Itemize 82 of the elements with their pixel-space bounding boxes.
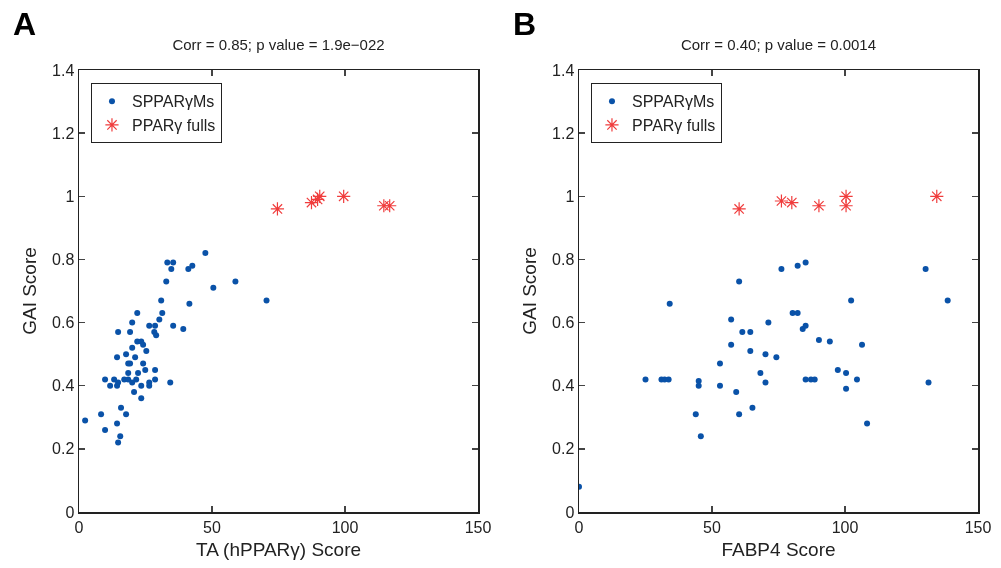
y-axis-title: GAI Score: [19, 247, 41, 335]
y-tick-label: 1.2: [52, 124, 75, 142]
y-tick-label: 0.6: [52, 314, 75, 332]
point: [922, 265, 929, 272]
point: [642, 376, 649, 383]
point: [736, 411, 743, 418]
point: [784, 195, 799, 210]
legend-label: SPPARγMs: [131, 93, 215, 111]
point: [762, 379, 769, 386]
point: [774, 193, 789, 209]
point: [731, 201, 747, 217]
point: [944, 297, 951, 304]
chart-title: Corr = 0.85; p value = 1.9e−022: [172, 36, 385, 54]
point: [838, 189, 854, 204]
point: [697, 433, 704, 440]
y-tick-label: 1: [565, 187, 575, 205]
point: [728, 341, 735, 348]
y-tick-label: 0.8: [552, 251, 575, 269]
point: [859, 341, 866, 348]
point: [789, 310, 796, 317]
legend-label: PPARγ fulls: [131, 117, 216, 135]
y-axis-title: GAI Score: [519, 247, 541, 335]
point: [733, 389, 740, 396]
point: [834, 366, 841, 373]
point: [802, 376, 809, 383]
point: [843, 370, 850, 377]
x-axis-title: TA (hPPARγ) Score: [195, 539, 362, 561]
point: [864, 420, 871, 427]
y-tick-label: 0.2: [52, 440, 75, 458]
point: [811, 198, 827, 213]
point: [773, 354, 780, 361]
point: [692, 411, 699, 418]
text: A: [13, 6, 37, 42]
point: [929, 189, 944, 204]
legend-label: PPARγ fulls: [631, 117, 716, 135]
y-tick-label: 0.2: [552, 440, 575, 458]
point: [728, 316, 735, 323]
point: [815, 336, 822, 343]
chart-title: Corr = 0.40; p value = 0.0014: [680, 36, 877, 54]
x-tick-label: 150: [964, 518, 992, 536]
y-tick-label: 1: [65, 187, 75, 205]
y-tick-label: 1.4: [52, 61, 75, 79]
point: [794, 310, 801, 317]
point: [826, 338, 833, 345]
x-tick-label: 50: [203, 518, 221, 536]
y-tick-label: 0: [65, 503, 75, 521]
point: [747, 329, 754, 336]
point: [843, 385, 850, 392]
point: [736, 278, 743, 285]
point: [848, 297, 855, 304]
y-tick-label: 0: [565, 503, 575, 521]
text: B: [513, 6, 537, 42]
y-tick-label: 0.6: [552, 314, 575, 332]
point: [925, 379, 932, 386]
point: [838, 198, 854, 213]
x-tick-label: 100: [831, 518, 859, 536]
y-tick-label: 0.4: [552, 377, 575, 395]
point: [765, 319, 772, 326]
point: [695, 382, 702, 389]
y-tick-label: 1.4: [552, 61, 575, 79]
point: [802, 259, 809, 266]
point: [716, 360, 723, 367]
point: [749, 404, 756, 411]
y-tick-label: 1.2: [552, 124, 575, 142]
x-tick-label: 150: [464, 518, 492, 536]
point: [757, 370, 764, 377]
point: [739, 329, 746, 336]
point: [716, 382, 723, 389]
x-tick-label: 50: [703, 518, 721, 536]
point: [695, 377, 702, 384]
x-tick-label: 100: [331, 518, 359, 536]
point: [762, 351, 769, 358]
x-axis-title: FABP4 Score: [721, 539, 836, 561]
point: [853, 376, 860, 383]
y-tick-label: 0.4: [52, 377, 75, 395]
point: [794, 262, 801, 269]
point: [666, 300, 673, 307]
point: [665, 376, 672, 383]
legend-label: SPPARγMs: [631, 93, 715, 111]
y-tick-label: 0.8: [52, 251, 75, 269]
point: [747, 347, 754, 354]
point: [778, 265, 785, 272]
